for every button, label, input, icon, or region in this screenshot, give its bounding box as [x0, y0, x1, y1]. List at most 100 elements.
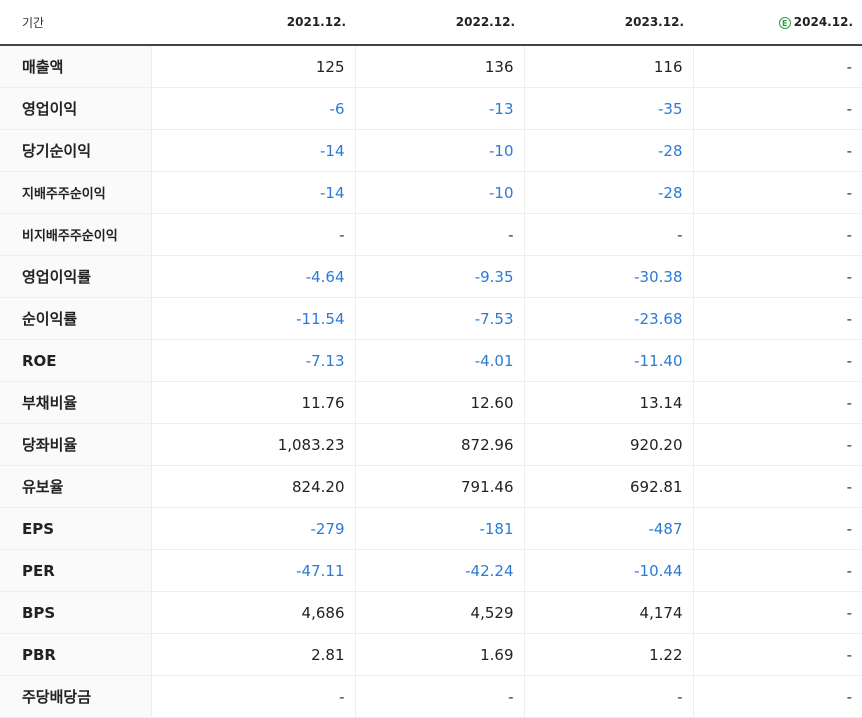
cell-noncontrolling-net-income-1: - [355, 213, 525, 256]
table-row-controlling-net-income: 지배주주순이익 -14 -10 -28- [0, 171, 862, 214]
table-row-bps: BPS 4,686 4,529 4,174- [0, 591, 862, 634]
table-row-revenue: 매출액 125 136 116- [0, 45, 862, 88]
cell-operating-margin-1: -9.35 [355, 255, 525, 298]
table-row-net-margin: 순이익률 -11.54 -7.53 -23.68- [0, 297, 862, 340]
cell-eps-3: - [693, 507, 862, 550]
cell-bps-1: 4,529 [355, 591, 525, 634]
row-label-net-margin: 순이익률 [0, 297, 152, 340]
cell-revenue-1: 136 [355, 45, 525, 88]
cell-net-income-2: -28 [524, 129, 694, 172]
cell-net-income-0: -14 [151, 129, 356, 172]
cell-debt-ratio-2: 13.14 [524, 381, 694, 424]
cell-operating-profit-0: -6 [151, 87, 356, 130]
row-label-quick-ratio: 당좌비율 [0, 423, 152, 466]
cell-pbr-2: 1.22 [524, 633, 694, 676]
table-row-eps: EPS -279 -181 -487- [0, 507, 862, 550]
row-label-dividend-per-share: 주당배당금 [0, 675, 152, 718]
cell-debt-ratio-0: 11.76 [151, 381, 356, 424]
estimate-icon: E [778, 16, 791, 29]
cell-net-margin-0: -11.54 [151, 297, 356, 340]
cell-controlling-net-income-3: - [693, 171, 862, 214]
cell-roe-1: -4.01 [355, 339, 525, 382]
period-header-2024: E 2024.12. [693, 0, 862, 46]
cell-per-0: -47.11 [151, 549, 356, 592]
period-header-2022: 2022.12. [355, 0, 524, 46]
cell-net-margin-3: - [693, 297, 862, 340]
table-row-roe: ROE -7.13 -4.01 -11.40- [0, 339, 862, 382]
row-label-operating-profit: 영업이익 [0, 87, 152, 130]
table-row-net-income: 당기순이익 -14 -10 -28- [0, 129, 862, 172]
cell-dividend-per-share-0: - [151, 675, 356, 718]
cell-net-income-3: - [693, 129, 862, 172]
cell-operating-margin-2: -30.38 [524, 255, 694, 298]
cell-net-income-1: -10 [355, 129, 525, 172]
table-row-per: PER -47.11 -42.24 -10.44- [0, 549, 862, 592]
period-header-2023: 2023.12. [524, 0, 693, 46]
cell-noncontrolling-net-income-3: - [693, 213, 862, 256]
cell-revenue-3: - [693, 45, 862, 88]
cell-net-margin-2: -23.68 [524, 297, 694, 340]
cell-bps-0: 4,686 [151, 591, 356, 634]
cell-debt-ratio-3: - [693, 381, 862, 424]
cell-dividend-per-share-3: - [693, 675, 862, 718]
cell-eps-2: -487 [524, 507, 694, 550]
period-header-label: 기간 [0, 0, 151, 46]
cell-reserve-ratio-2: 692.81 [524, 465, 694, 508]
period-header-2021: 2021.12. [151, 0, 355, 46]
cell-roe-0: -7.13 [151, 339, 356, 382]
row-label-controlling-net-income: 지배주주순이익 [0, 171, 152, 214]
table-row-reserve-ratio: 유보율 824.20 791.46 692.81- [0, 465, 862, 508]
cell-reserve-ratio-3: - [693, 465, 862, 508]
cell-eps-0: -279 [151, 507, 356, 550]
cell-debt-ratio-1: 12.60 [355, 381, 525, 424]
cell-pbr-3: - [693, 633, 862, 676]
row-label-revenue: 매출액 [0, 45, 152, 88]
cell-controlling-net-income-0: -14 [151, 171, 356, 214]
table-row-operating-margin: 영업이익률 -4.64 -9.35 -30.38- [0, 255, 862, 298]
row-label-debt-ratio: 부채비율 [0, 381, 152, 424]
cell-quick-ratio-3: - [693, 423, 862, 466]
cell-noncontrolling-net-income-2: - [524, 213, 694, 256]
row-label-bps: BPS [0, 591, 152, 634]
header-row: 기간 2021.12. 2022.12. 2023.12. E 2024.12. [0, 0, 862, 46]
cell-dividend-per-share-1: - [355, 675, 525, 718]
cell-operating-profit-3: - [693, 87, 862, 130]
table-row-operating-profit: 영업이익 -6 -13 -35- [0, 87, 862, 130]
table-row-quick-ratio: 당좌비율 1,083.23 872.96 920.20- [0, 423, 862, 466]
cell-bps-3: - [693, 591, 862, 634]
cell-reserve-ratio-0: 824.20 [151, 465, 356, 508]
row-label-eps: EPS [0, 507, 152, 550]
row-label-operating-margin: 영업이익률 [0, 255, 152, 298]
cell-roe-2: -11.40 [524, 339, 694, 382]
cell-quick-ratio-1: 872.96 [355, 423, 525, 466]
table-row-pbr: PBR 2.81 1.69 1.22- [0, 633, 862, 676]
row-label-pbr: PBR [0, 633, 152, 676]
cell-pbr-1: 1.69 [355, 633, 525, 676]
cell-bps-2: 4,174 [524, 591, 694, 634]
period-header-2024-label: 2024.12. [793, 15, 853, 29]
cell-controlling-net-income-1: -10 [355, 171, 525, 214]
cell-operating-profit-1: -13 [355, 87, 525, 130]
cell-revenue-2: 116 [524, 45, 694, 88]
cell-quick-ratio-0: 1,083.23 [151, 423, 356, 466]
cell-dividend-per-share-2: - [524, 675, 694, 718]
cell-eps-1: -181 [355, 507, 525, 550]
cell-roe-3: - [693, 339, 862, 382]
row-label-reserve-ratio: 유보율 [0, 465, 152, 508]
cell-per-1: -42.24 [355, 549, 525, 592]
cell-pbr-0: 2.81 [151, 633, 356, 676]
cell-revenue-0: 125 [151, 45, 356, 88]
cell-quick-ratio-2: 920.20 [524, 423, 694, 466]
cell-noncontrolling-net-income-0: - [151, 213, 356, 256]
cell-operating-profit-2: -35 [524, 87, 694, 130]
table-row-debt-ratio: 부채비율 11.76 12.60 13.14- [0, 381, 862, 424]
table-row-noncontrolling-net-income: 비지배주주순이익 - - - - [0, 213, 862, 256]
cell-operating-margin-3: - [693, 255, 862, 298]
row-label-per: PER [0, 549, 152, 592]
cell-per-2: -10.44 [524, 549, 694, 592]
cell-controlling-net-income-2: -28 [524, 171, 694, 214]
cell-operating-margin-0: -4.64 [151, 255, 356, 298]
row-label-noncontrolling-net-income: 비지배주주순이익 [0, 213, 152, 256]
cell-reserve-ratio-1: 791.46 [355, 465, 525, 508]
